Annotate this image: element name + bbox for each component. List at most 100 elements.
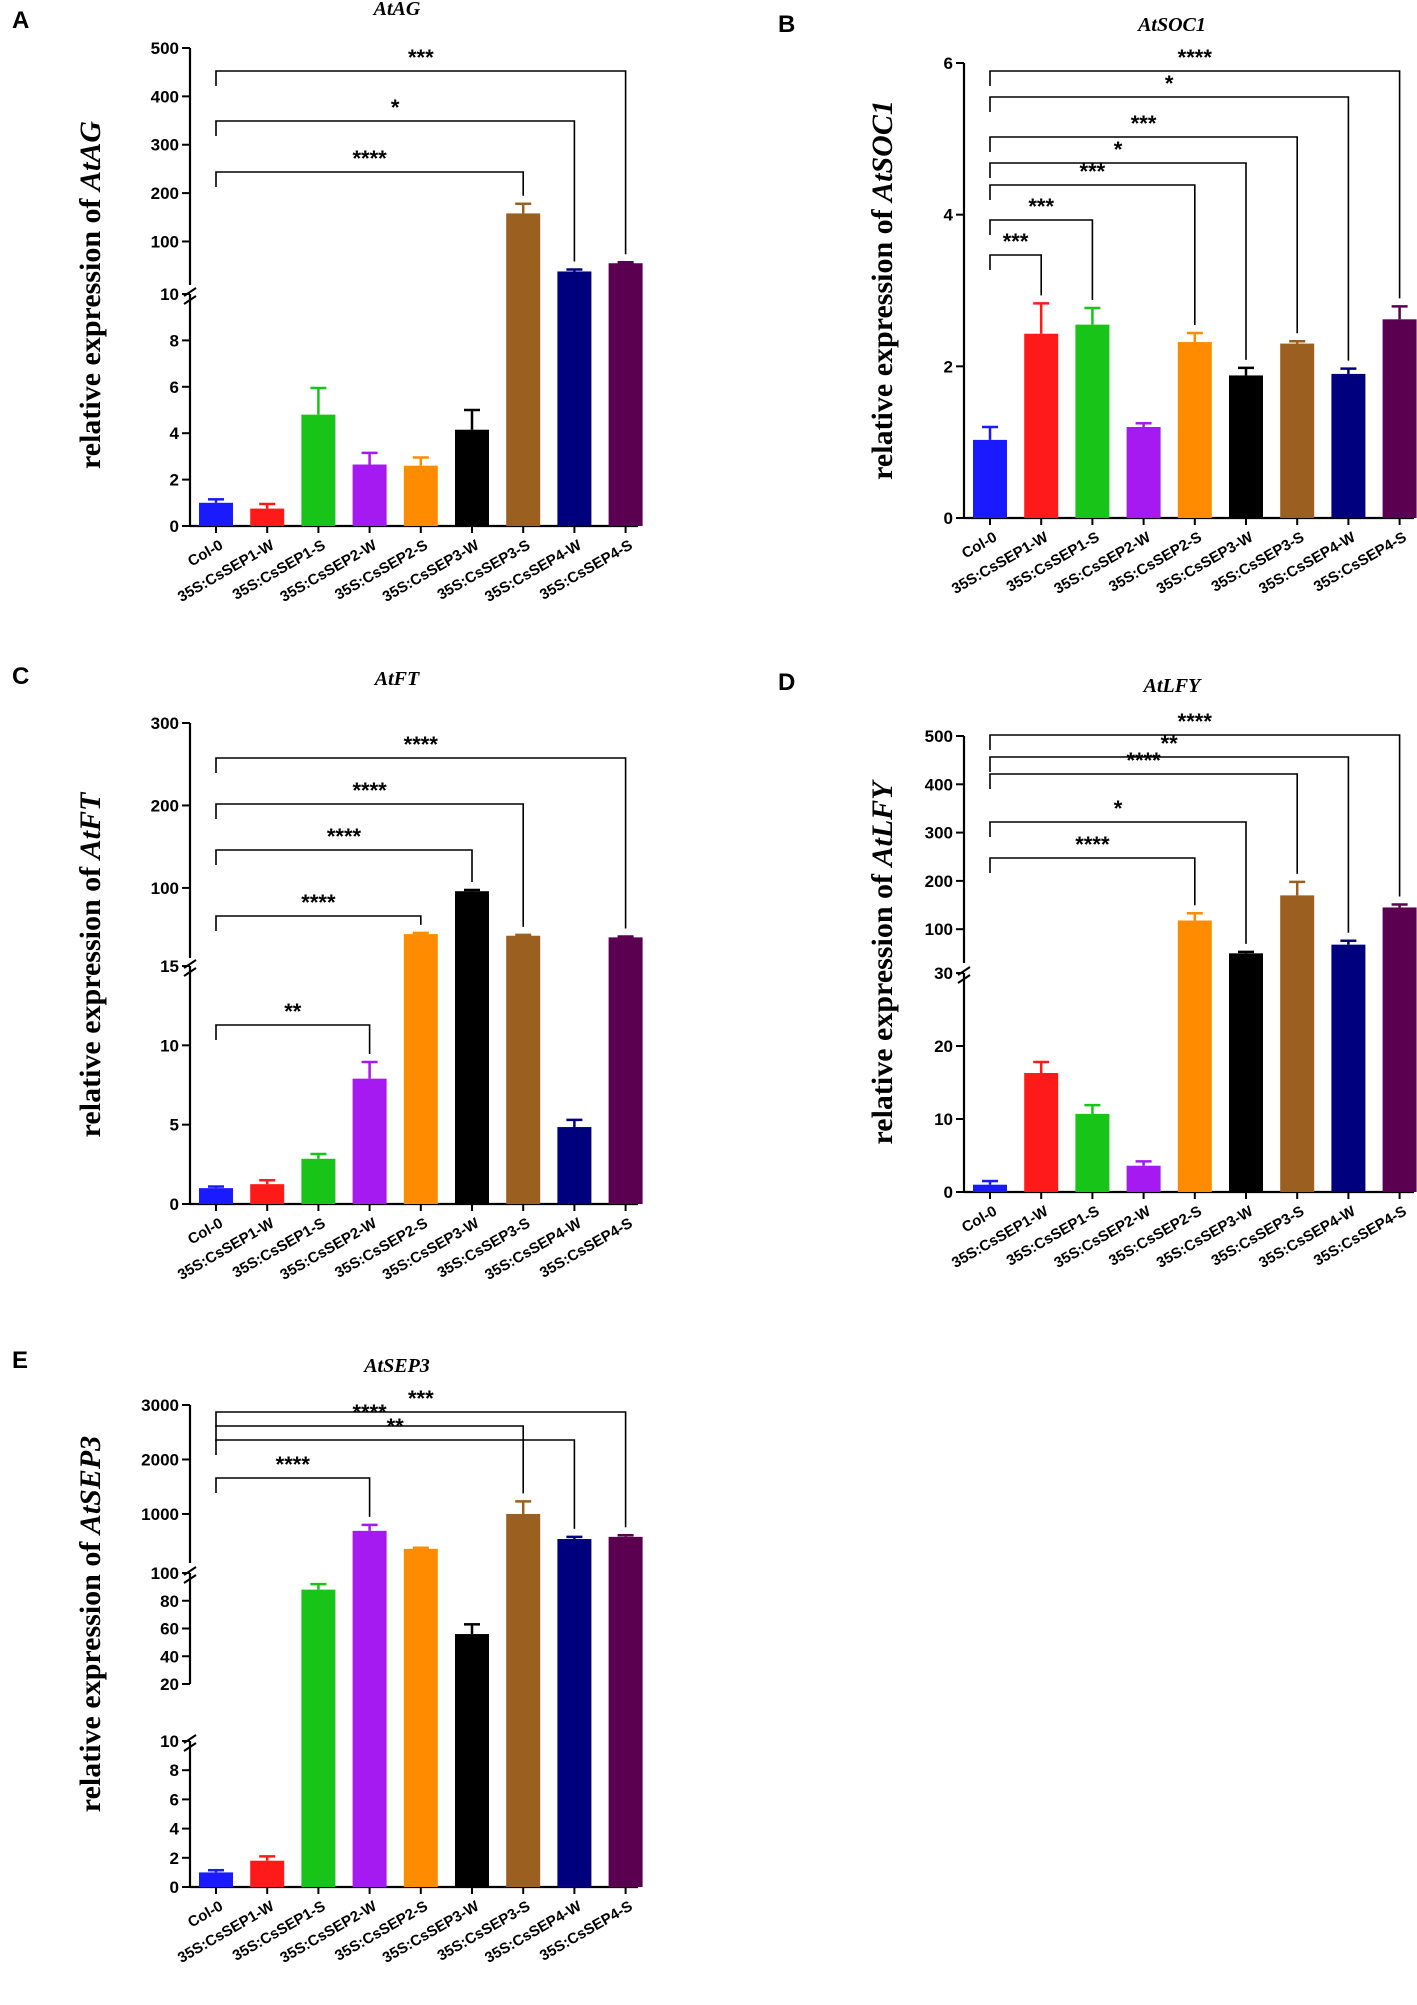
- panel-d-sig-bracket-1: [989, 821, 1247, 944]
- panel-e-ytick-label: 2: [170, 1849, 179, 1868]
- panel-b-sig-label-0: ***: [1003, 229, 1029, 254]
- panel-e-sig-label-2: **: [387, 1414, 405, 1439]
- panel-a-bar-2: [301, 414, 336, 526]
- panel-e-ytick-label: 10: [160, 1732, 179, 1751]
- panel-d-ytick-label: 30: [934, 964, 953, 983]
- panel-a-ytick-label: 0: [170, 517, 179, 536]
- panel-c-sig-bracket-0: [215, 1024, 371, 1054]
- panel-a-sig-label-0: ****: [352, 146, 387, 171]
- panel-b-bar-8: [1382, 319, 1417, 518]
- panel-a-sig-label-2: ***: [408, 45, 434, 70]
- panel-c-ytick-label: 15: [160, 957, 179, 976]
- panel-e-ytick-label: 100: [151, 1564, 179, 1583]
- panel-a-ylabel: relative expression of AtAG: [74, 121, 107, 469]
- panel-c-sig-bracket-3: [215, 803, 525, 927]
- panel-c-ytick-label: 300: [151, 714, 179, 733]
- panel-d-sig-label-4: ****: [1178, 709, 1213, 734]
- panel-a-ytick-label: 4: [170, 424, 180, 443]
- panel-c-ylabel: relative expression of AtFT: [74, 791, 107, 1137]
- panel-e-sig-bracket-1: [215, 1425, 525, 1494]
- panel-d-ylabel: relative expression of AtLFY: [866, 779, 899, 1145]
- panel-a-ytick-label: 400: [151, 87, 179, 106]
- panel-e-axis-break: [183, 1574, 197, 1584]
- panel-c-sig-bracket-2: [215, 849, 473, 882]
- panel-b-sig-bracket-4: [989, 136, 1298, 334]
- panel-b-sig-bracket-1: [989, 219, 1094, 300]
- panel-a-sig-label-1: *: [391, 95, 400, 120]
- panel-a-sig-bracket-0: [215, 171, 525, 196]
- panel-d-bar-2: [1075, 1113, 1110, 1192]
- panel-a-ytick-label: 10: [160, 285, 179, 304]
- panel-d-bar-8: [1382, 907, 1417, 1192]
- panel-e-ytick-label: 8: [170, 1761, 179, 1780]
- panel-b-sig-bracket-6: [989, 70, 1401, 299]
- panel-c-sig-label-1: ****: [301, 890, 336, 915]
- panel-c-sig-label-3: ****: [352, 778, 387, 803]
- panel-d-bar-5: [1229, 953, 1263, 1192]
- panel-e-bar-5: [455, 1634, 489, 1887]
- panel-b-sig-label-3: *: [1114, 137, 1123, 162]
- panel-e-ytick-label: 40: [160, 1647, 179, 1666]
- panel-e-bar-0: [199, 1872, 233, 1887]
- panel-c-sig-bracket-4: [215, 757, 627, 929]
- panel-d-bar-6: [1280, 895, 1315, 1192]
- panel-b-bar-3: [1126, 427, 1161, 518]
- panel-e-ytick-label: 1000: [141, 1505, 179, 1524]
- panel-b-label: B: [778, 11, 795, 38]
- panel-b-sig-bracket-0: [989, 254, 1042, 296]
- panel-e-ytick-label: 80: [160, 1592, 179, 1611]
- panel-b-sig-label-1: ***: [1028, 194, 1054, 219]
- panel-a-sig-bracket-2: [215, 70, 627, 255]
- panel-c-bar-7: [557, 1127, 592, 1204]
- panel-c-title: AtFT: [373, 668, 420, 690]
- panel-a-bar-5: [455, 429, 489, 526]
- panel-c-sig-bracket-1: [215, 915, 422, 931]
- panel-e-bar-2: [301, 1589, 336, 1887]
- panel-a-bar-0: [199, 502, 233, 526]
- panel-d-sig-bracket-3: [989, 756, 1350, 933]
- panel-d-label: D: [778, 669, 795, 696]
- panel-d-bar-1: [1024, 1073, 1059, 1192]
- panel-e-bar-4: [403, 1548, 438, 1887]
- panel-a-axis-break: [183, 287, 197, 297]
- panel-e-sig-label-0: ****: [276, 1452, 311, 1477]
- panel-d-sig-label-2: ****: [1126, 748, 1161, 773]
- panel-a-bar-6: [506, 213, 541, 526]
- panel-c-bar-6: [506, 935, 541, 1204]
- panel-e-bar-3: [352, 1530, 387, 1887]
- panel-c-axis-break: [183, 967, 197, 977]
- panel-b-title: AtSOC1: [1136, 14, 1206, 36]
- panel-d-sig-bracket-0: [989, 857, 1196, 906]
- panel-c-bar-2: [301, 1158, 336, 1204]
- panel-e-bar-7: [557, 1539, 592, 1887]
- panel-d-ytick-label: 100: [925, 920, 953, 939]
- panel-e-ytick-label: 20: [160, 1675, 179, 1694]
- panel-d-axis-break: [957, 966, 971, 976]
- panel-a-ytick-label: 8: [170, 331, 179, 350]
- panel-a-ytick-label: 6: [170, 378, 179, 397]
- panel-b-bar-2: [1075, 324, 1110, 518]
- panel-d-ytick-label: 500: [925, 727, 953, 746]
- panel-b-ylabel: relative expression of AtSOC1: [866, 100, 899, 480]
- panel-e-sig-bracket-0: [215, 1477, 371, 1517]
- panel-c-ytick-label: 0: [170, 1195, 179, 1214]
- panel-c-axis-break: [183, 959, 197, 969]
- panel-c-ytick-label: 100: [151, 879, 179, 898]
- panel-e-label: E: [12, 1347, 28, 1374]
- panel-c-bar-4: [403, 934, 438, 1204]
- panel-e-ytick-label: 60: [160, 1620, 179, 1639]
- panel-c-bar-1: [250, 1184, 285, 1204]
- panel-a-bar-3: [352, 464, 387, 526]
- panel-c-ytick-label: 10: [160, 1036, 179, 1055]
- panel-c-label: C: [12, 663, 29, 690]
- panel-b-sig-bracket-2: [989, 184, 1196, 325]
- panel-a-bar-7: [557, 271, 592, 526]
- panel-b-bar-6: [1280, 343, 1315, 518]
- panel-d-sig-label-1: *: [1114, 796, 1123, 821]
- panel-c-ytick-label: 200: [151, 796, 179, 815]
- panel-b-bar-1: [1024, 333, 1059, 518]
- panel-c-bar-5: [455, 891, 489, 1204]
- panel-d-ytick-label: 10: [934, 1110, 953, 1129]
- panel-e-sig-bracket-2: [215, 1439, 576, 1529]
- panel-d-sig-bracket-2: [989, 773, 1298, 874]
